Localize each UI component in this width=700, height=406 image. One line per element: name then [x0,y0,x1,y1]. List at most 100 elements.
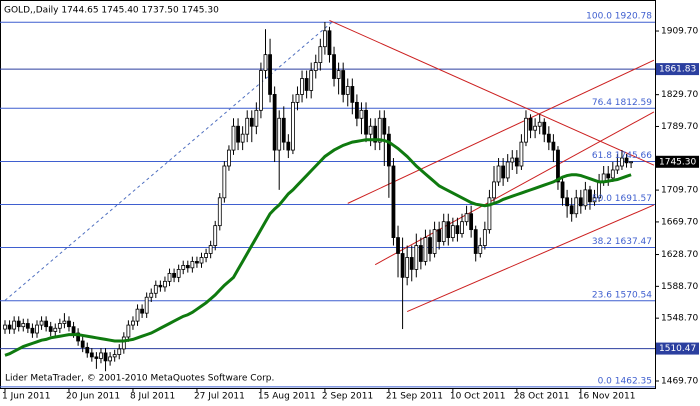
fib-label: 100.0 1920.78 [586,12,652,22]
candle-body [254,109,259,127]
candle-body [332,54,336,79]
candle-body [519,141,524,167]
candle-body [460,221,464,235]
candle-body [309,70,314,91]
candle-body [450,225,455,238]
candle-body [277,117,282,151]
y-tick-label: 1588.70 [661,282,698,292]
candle-body [583,189,588,207]
candle-body [432,229,437,254]
candle-body [85,346,90,354]
chart-footer: Lider MetaTrader, © 2001-2010 MetaQuotes… [5,374,274,384]
candle-body [546,133,551,143]
candle-body [492,181,496,199]
candle-body [272,94,277,151]
candle-body [7,324,12,330]
candle-body [514,157,519,167]
candle-body [21,323,26,328]
candle-body [281,117,286,143]
candle-body [478,245,483,254]
candle-body [149,292,154,298]
candle-body [350,86,355,103]
candle-body [578,197,583,207]
price-box [656,342,699,355]
candle-body [199,257,204,264]
candle-body [610,169,615,179]
candle-body [99,352,103,359]
candle-body [245,117,250,135]
candle-body [30,327,35,334]
candle-body [455,225,460,235]
x-tick-label: 27 Jul 2011 [194,392,245,402]
candle-body [528,117,533,131]
candle-body [112,354,117,358]
candle-body [414,245,419,270]
candle-body [135,308,140,322]
candle-body [560,181,565,199]
candle-body [304,78,309,91]
candle-body [409,257,414,270]
candle-body [606,173,611,179]
fib-label: 61.8 1745.66 [592,151,652,161]
candle-body [222,165,227,199]
fib-label: 38.2 1637.47 [592,237,652,247]
candle-body [53,327,58,332]
candle-body [423,237,428,262]
x-tick-label: 2 Sep 2011 [322,392,373,402]
candle-body [172,272,176,278]
candle-body [94,356,99,359]
candle-body [446,221,451,238]
candle-body [327,30,332,56]
candle-body [565,197,570,207]
candle-body [158,284,163,288]
candle-body [3,324,7,330]
candle-body [313,62,318,71]
candle-body [482,229,487,246]
candle-body [501,165,506,179]
candle-body [405,257,410,278]
candle-body [190,261,195,269]
candle-body [291,101,295,151]
candle-body [12,320,17,330]
candle-body [400,253,405,278]
x-tick-label: 20 Jun 2011 [66,392,120,402]
candle-body [76,332,81,342]
candle-body [103,352,108,362]
candle-body [469,213,474,231]
candle-body [396,237,400,254]
candle-body [359,109,364,119]
candle-body [236,125,240,143]
fib-label: 0.0 1462.35 [598,376,652,386]
candle-body [71,326,76,334]
candle-body [551,141,556,151]
y-tick-label: 1829.70 [661,90,698,100]
price-box-label: 1510.47 [659,344,696,354]
candle-body [496,165,501,183]
y-tick-label: 1909.70 [661,27,698,37]
x-tick-label: 16 Nov 2011 [578,392,636,402]
candle-body [268,54,272,95]
candle-body [44,320,49,328]
y-tick-label: 1789.70 [661,122,698,132]
candle-body [473,229,478,254]
candle-body [336,70,341,79]
candle-body [263,54,268,71]
candle-body [39,320,44,326]
candle-body [167,272,172,282]
x-tick-label: 8 Jul 2011 [130,392,175,402]
candle-body [131,320,135,326]
candle-body [322,30,327,48]
candle-body [345,86,350,95]
trend-line [374,111,655,266]
candle-body [592,197,597,203]
y-tick-label: 1709.70 [661,186,698,196]
candle-body [629,161,633,164]
candle-body [89,352,94,358]
candle-body [144,296,149,314]
fib-label: 76.4 1812.59 [592,98,652,108]
price-box-label: 1861.83 [659,65,696,75]
x-tick-label: 28 Oct 2011 [514,392,570,402]
candle-body [16,320,21,328]
candle-body [117,348,122,355]
